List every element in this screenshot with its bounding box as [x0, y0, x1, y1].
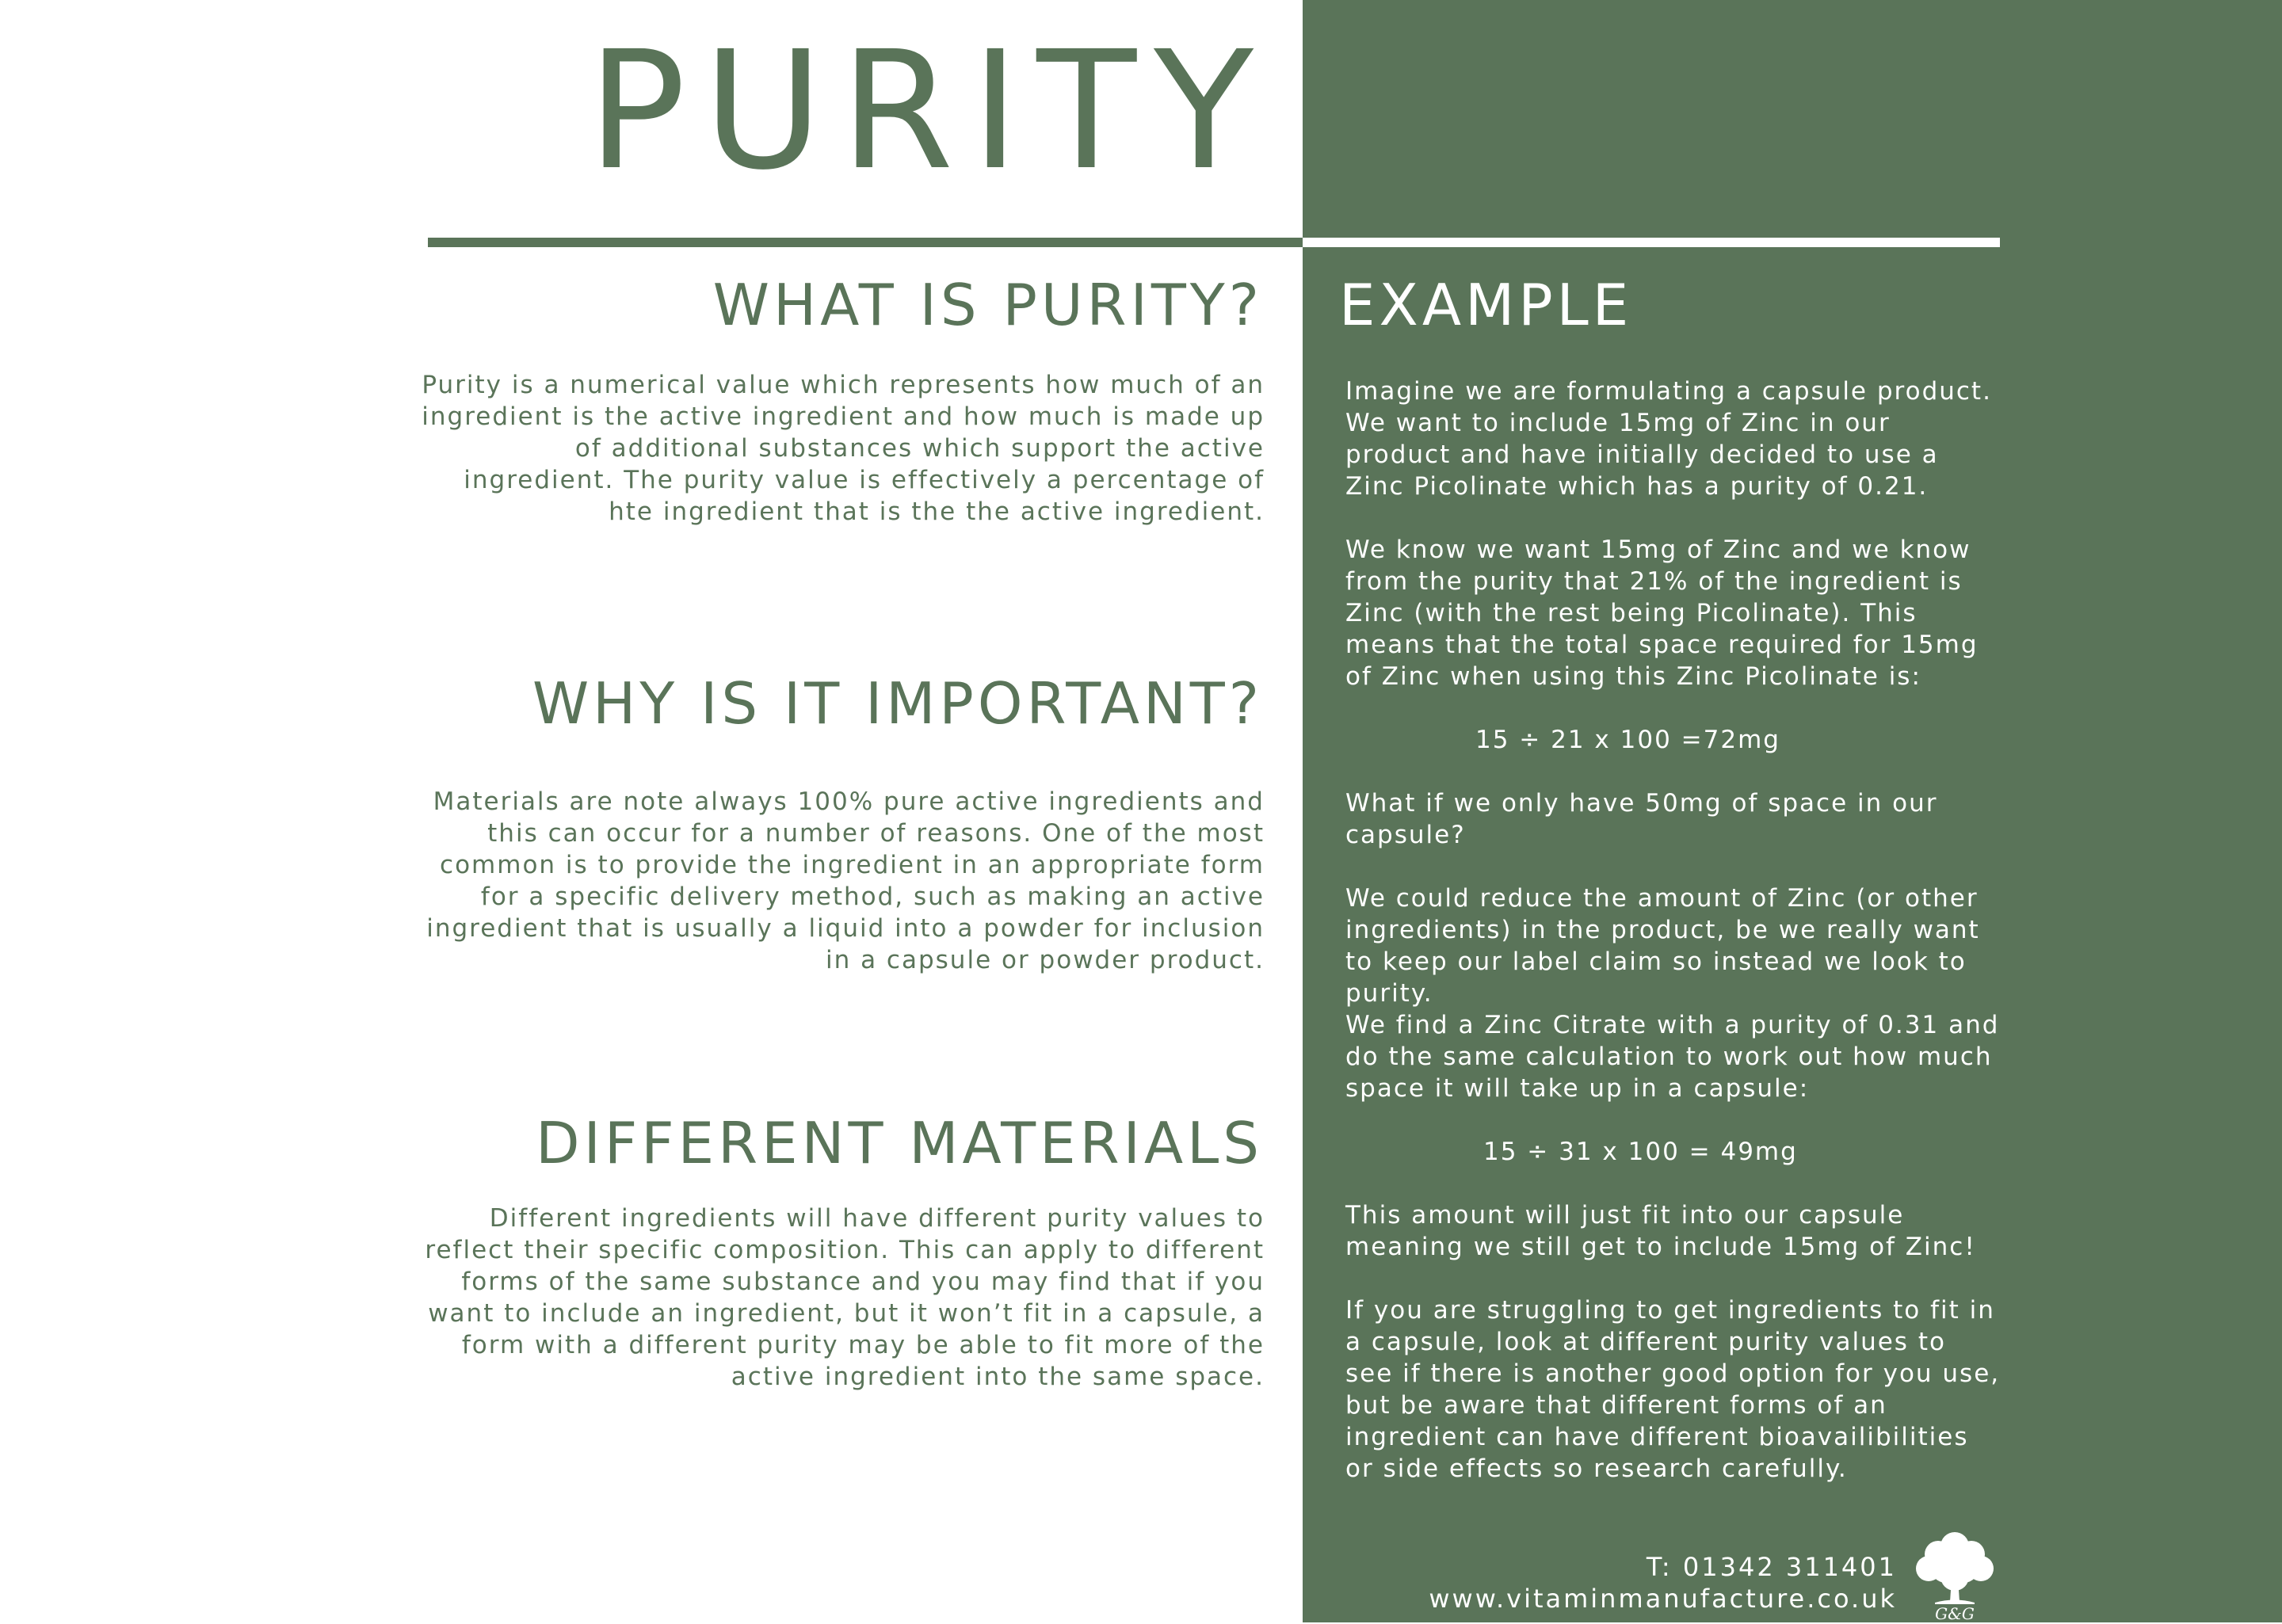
contact-phone: T: 01342 311401 — [1646, 1552, 1897, 1582]
example-paragraph-7: If you are struggling to get ingredients… — [1345, 1296, 2001, 1483]
tree-logo-icon: G&G — [1911, 1526, 1998, 1623]
example-calculation-2: 15 ÷ 31 x 100 = 49mg — [1483, 1138, 1798, 1166]
what-is-purity-text: Purity is a numerical value which repres… — [422, 371, 1265, 526]
different-materials-heading: DIFFERENT MATERIALS — [536, 1110, 1263, 1176]
example-paragraph-3: What if we only have 50mg of space in ou… — [1345, 789, 1938, 849]
example-calculation-1: 15 ÷ 21 x 100 =72mg — [1475, 726, 1780, 754]
example-paragraph-1: Imagine we are formulating a capsule pro… — [1345, 377, 1992, 501]
what-is-purity-heading: WHAT IS PURITY? — [712, 272, 1263, 338]
example-paragraph-5: We find a Zinc Citrate with a purity of … — [1345, 1011, 2000, 1103]
title-divider-right — [1303, 238, 2000, 247]
svg-text:G&G: G&G — [1935, 1604, 1975, 1621]
title-divider-left — [428, 238, 1303, 247]
contact-website: www.vitaminmanufacture.co.uk — [1429, 1584, 1897, 1614]
example-heading: EXAMPLE — [1339, 272, 1633, 338]
example-paragraph-4: We could reduce the amount of Zinc (or o… — [1345, 884, 1980, 1008]
page-title: PURITY — [587, 16, 1271, 206]
example-paragraph-2: We know we want 15mg of Zinc and we know… — [1345, 536, 1979, 691]
different-materials-text: Different ingredients will have differen… — [425, 1204, 1265, 1391]
why-important-heading: WHY IS IT IMPORTANT? — [532, 670, 1263, 737]
why-important-text: Materials are note always 100% pure acti… — [426, 787, 1265, 974]
example-paragraph-6: This amount will just fit into our capsu… — [1345, 1201, 1976, 1261]
example-panel-background — [1303, 0, 2282, 1622]
